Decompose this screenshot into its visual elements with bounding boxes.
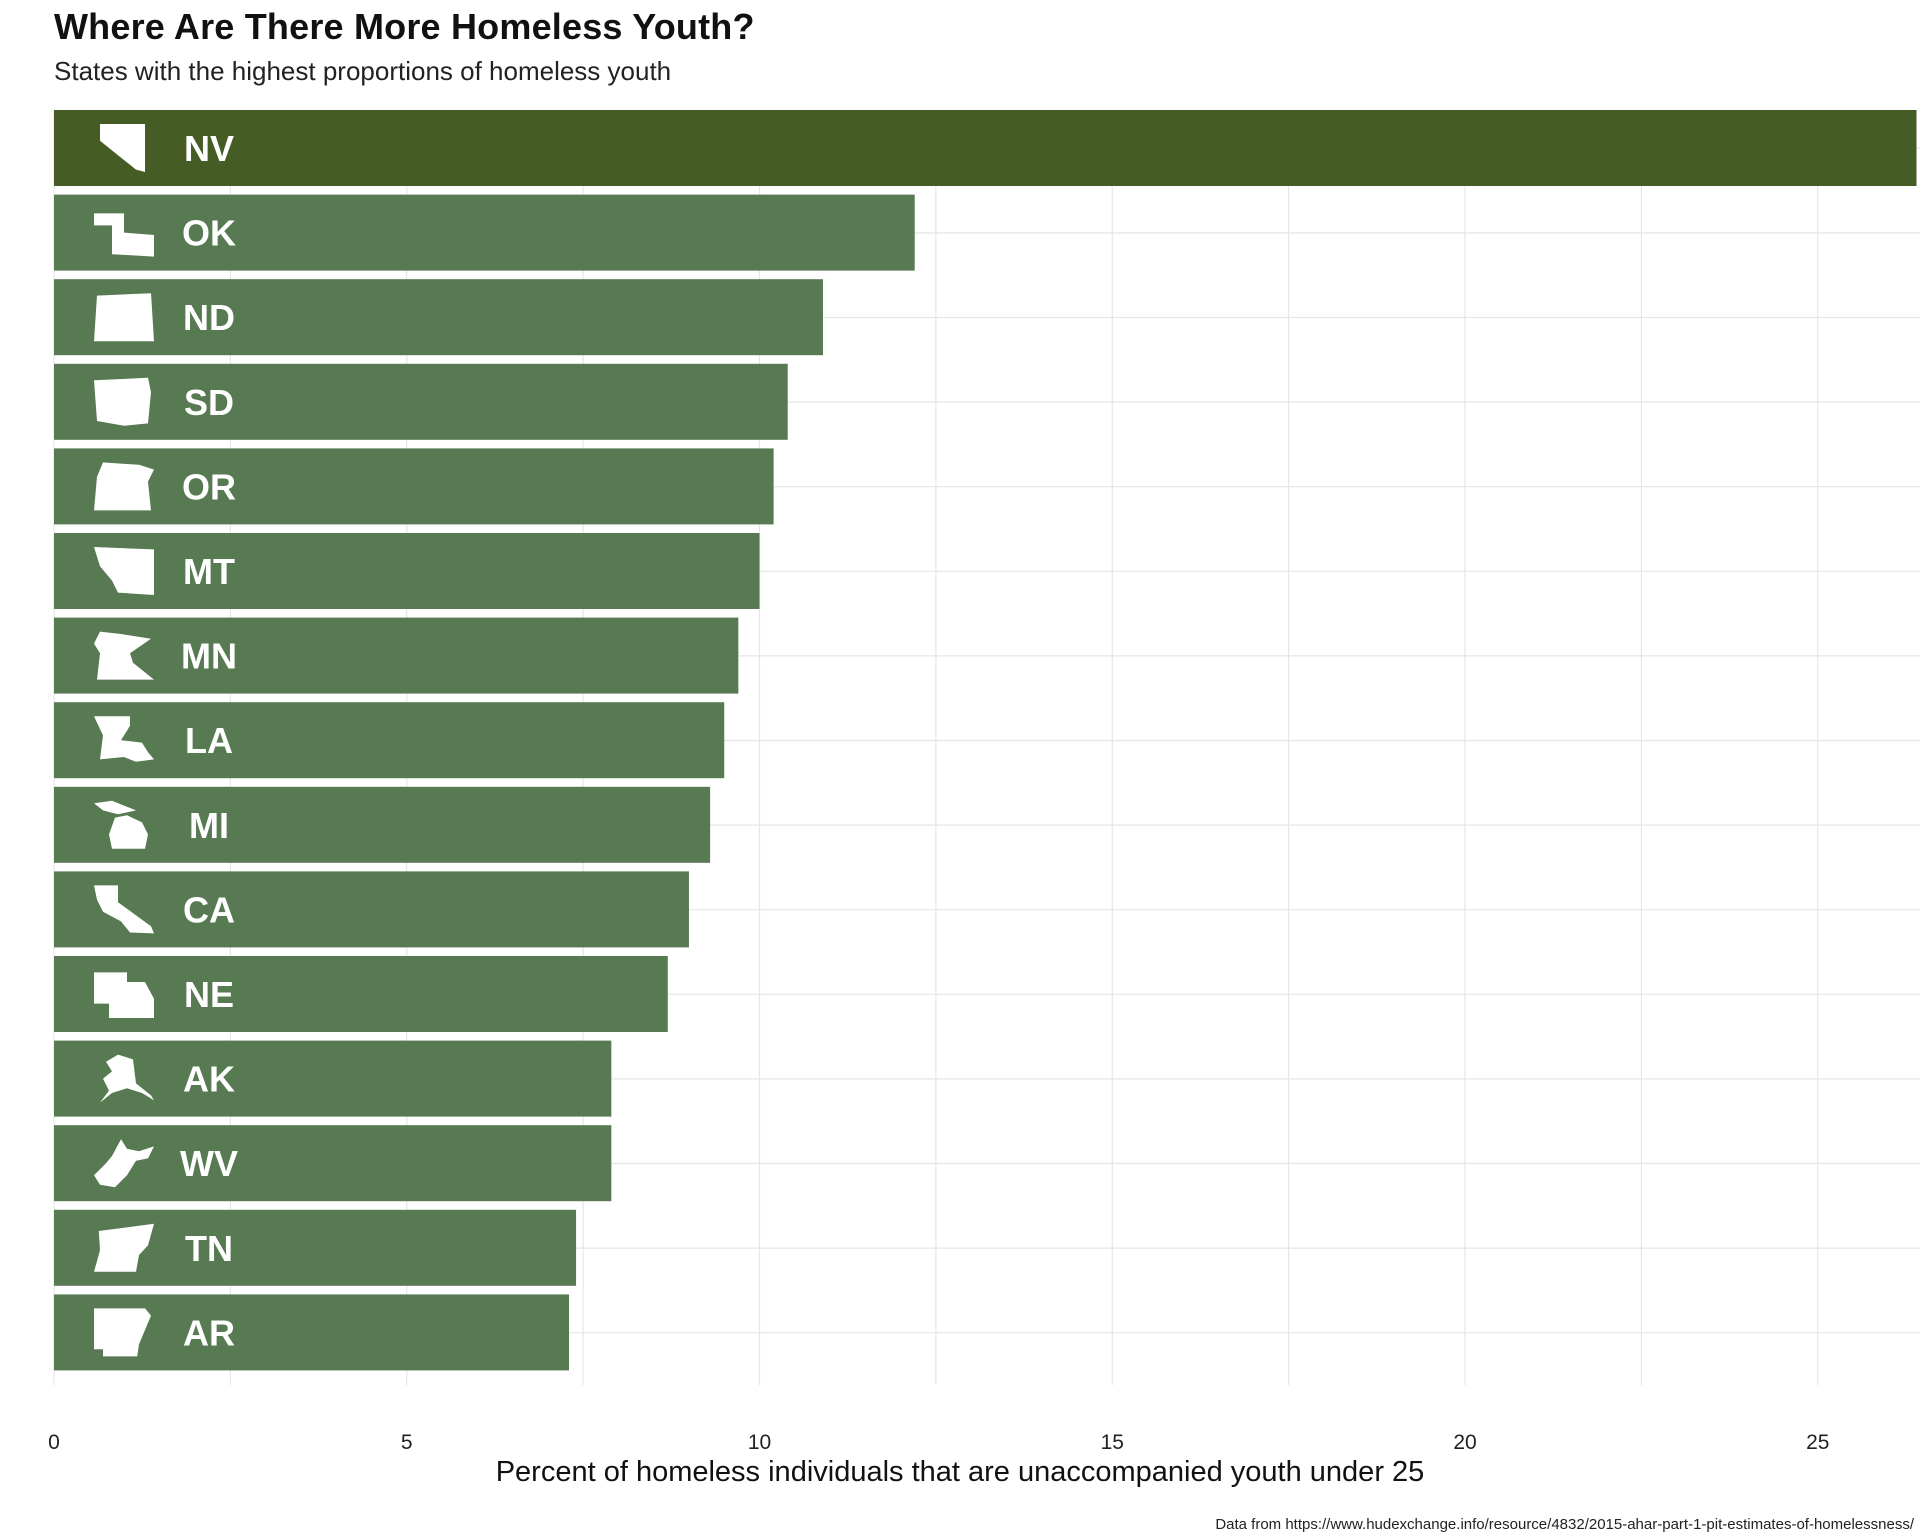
west-virginia-icon bbox=[94, 1139, 154, 1188]
bar-label-nv: NV bbox=[184, 128, 234, 169]
bar-label-ak: AK bbox=[183, 1059, 235, 1100]
bar-label-mi: MI bbox=[189, 805, 229, 846]
bar-or bbox=[54, 448, 774, 525]
bar-mt bbox=[54, 533, 760, 609]
south-dakota-icon bbox=[94, 377, 151, 426]
x-tick-label: 25 bbox=[1806, 1431, 1829, 1454]
x-tick-label: 15 bbox=[1101, 1431, 1124, 1454]
michigan-icon bbox=[94, 800, 148, 849]
bar-ok bbox=[54, 194, 915, 271]
bar-label-tn: TN bbox=[185, 1228, 233, 1269]
bar-nv bbox=[54, 110, 1917, 186]
bar-ne bbox=[54, 956, 668, 1032]
chart-subtitle: States with the highest proportions of h… bbox=[54, 56, 672, 86]
minnesota-icon bbox=[94, 631, 154, 680]
bar-mi bbox=[54, 786, 711, 863]
bar-label-or: OR bbox=[182, 466, 236, 507]
bar-label-mn: MN bbox=[181, 636, 237, 677]
x-tick-label: 10 bbox=[748, 1431, 771, 1454]
bar-label-ar: AR bbox=[183, 1312, 235, 1353]
x-tick-label: 0 bbox=[48, 1431, 60, 1454]
bars: NV OK ND SD OR MT MN LA MI CA NE AK WV TN AR bbox=[54, 110, 1917, 1371]
bar-label-mt: MT bbox=[183, 551, 235, 592]
california-icon bbox=[94, 885, 154, 934]
x-axis-ticks: 0 5 10 15 20 25 bbox=[48, 1431, 1829, 1454]
nevada-icon bbox=[100, 124, 145, 172]
bar-nd bbox=[54, 279, 823, 356]
tennessee-icon bbox=[94, 1223, 154, 1272]
bar-ca bbox=[54, 871, 689, 948]
montana-icon bbox=[94, 547, 154, 595]
bar-wv bbox=[54, 1125, 612, 1202]
oregon-icon bbox=[94, 462, 154, 511]
bar-sd bbox=[54, 363, 788, 440]
oklahoma-icon bbox=[94, 213, 154, 257]
louisiana-icon bbox=[94, 716, 154, 762]
bar-label-nd: ND bbox=[183, 297, 235, 338]
bar-mn bbox=[54, 617, 739, 694]
bar-label-sd: SD bbox=[184, 382, 234, 423]
x-tick-label: 20 bbox=[1453, 1431, 1476, 1454]
source-note: Data from https://www.hudexchange.info/r… bbox=[1215, 1516, 1914, 1533]
nebraska-icon bbox=[94, 972, 154, 1018]
alaska-icon bbox=[100, 1054, 154, 1103]
bar-label-ne: NE bbox=[184, 974, 234, 1015]
x-axis-title: Percent of homeless individuals that are… bbox=[495, 1456, 1425, 1488]
bar-label-la: LA bbox=[185, 720, 233, 761]
bar-label-ok: OK bbox=[182, 213, 236, 254]
bar-label-wv: WV bbox=[180, 1143, 238, 1184]
bar-la bbox=[54, 702, 725, 779]
chart-title: Where Are There More Homeless Youth? bbox=[54, 6, 755, 47]
north-dakota-icon bbox=[94, 293, 154, 342]
arkansas-icon bbox=[94, 1308, 151, 1357]
bar-label-ca: CA bbox=[183, 889, 235, 930]
bar-ak bbox=[54, 1040, 612, 1117]
x-tick-label: 5 bbox=[401, 1431, 413, 1454]
